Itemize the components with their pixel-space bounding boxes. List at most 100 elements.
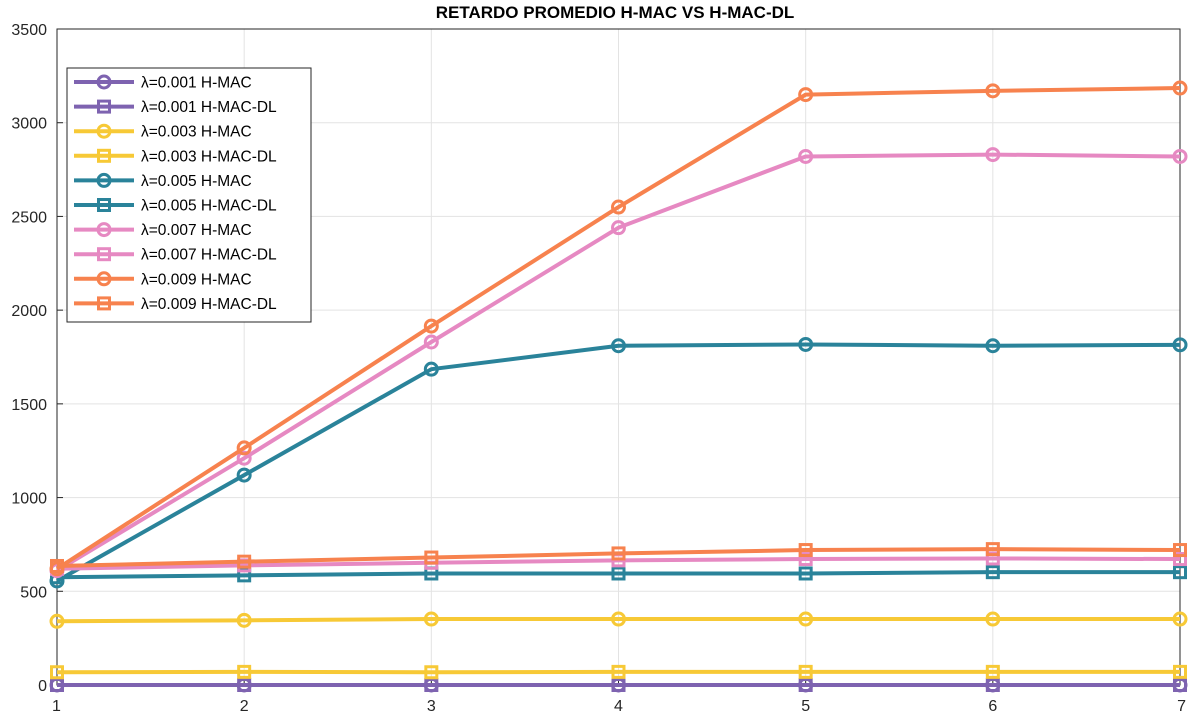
data-point xyxy=(985,664,1000,679)
data-point xyxy=(50,678,64,692)
x-tick-label: 7 xyxy=(1177,698,1186,715)
y-tick-label: 2000 xyxy=(11,303,47,320)
legend-marker xyxy=(97,198,111,212)
legend-marker xyxy=(97,148,111,163)
data-point xyxy=(611,678,626,692)
legend[interactable]: λ=0.001 H-MAC λ=0.001 H-MAC-DL λ=0.003 H-M… xyxy=(66,67,312,323)
data-point xyxy=(236,440,252,456)
y-tick-label: 3000 xyxy=(11,116,47,133)
data-point xyxy=(1172,611,1188,627)
data-point xyxy=(798,611,814,627)
data-point xyxy=(424,550,439,565)
data-point xyxy=(611,566,626,581)
data-point xyxy=(985,565,1000,580)
legend-marker xyxy=(97,247,111,262)
data-point xyxy=(798,87,814,103)
x-tick-label: 5 xyxy=(801,698,810,715)
legend-label: λ=0.003 H-MAC-DL xyxy=(141,148,277,165)
x-tick-label: 2 xyxy=(240,698,249,715)
y-axis: 0 500 1000 1500 2000 2500 3000 3500 xyxy=(11,22,63,695)
legend-label: λ=0.003 H-MAC xyxy=(141,124,252,141)
data-point xyxy=(1173,565,1187,580)
data-point xyxy=(237,554,252,569)
legend-item[interactable]: λ=0.005 H-MAC-DL xyxy=(74,198,277,215)
y-tick-label: 3500 xyxy=(11,22,47,39)
legend-marker xyxy=(97,296,111,311)
data-point xyxy=(423,334,439,350)
legend-marker xyxy=(96,123,112,139)
data-point xyxy=(985,338,1001,354)
data-point xyxy=(1173,678,1187,692)
legend-item[interactable]: λ=0.001 H-MAC-DL xyxy=(74,99,277,116)
data-point xyxy=(985,542,1000,557)
data-point xyxy=(49,613,65,629)
data-point xyxy=(236,450,252,466)
data-point xyxy=(985,147,1001,163)
legend-item[interactable]: λ=0.009 H-MAC-DL xyxy=(74,296,277,313)
legend-marker xyxy=(96,74,112,90)
data-point xyxy=(1173,552,1187,567)
legend-label: λ=0.001 H-MAC xyxy=(141,75,252,92)
data-point xyxy=(611,199,626,215)
data-point xyxy=(50,665,64,680)
x-tick-label: 4 xyxy=(614,698,623,715)
data-point xyxy=(798,336,814,352)
data-point xyxy=(1173,664,1187,679)
legend-item[interactable]: λ=0.007 H-MAC xyxy=(74,222,252,239)
data-point xyxy=(798,148,814,164)
legend-label: λ=0.001 H-MAC-DL xyxy=(141,99,277,116)
legend-item[interactable]: λ=0.003 H-MAC xyxy=(74,123,252,141)
data-point xyxy=(237,664,252,679)
legend-label: λ=0.009 H-MAC xyxy=(141,271,252,288)
series-4 xyxy=(50,664,1187,680)
legend-marker xyxy=(96,271,112,287)
legend-marker xyxy=(96,222,112,238)
y-tick-label: 500 xyxy=(20,584,47,601)
data-point xyxy=(611,611,626,627)
y-tick-label: 0 xyxy=(38,678,47,695)
data-point xyxy=(424,665,439,680)
chart-title: RETARDO PROMEDIO H-MAC VS H-MAC-DL xyxy=(436,3,795,22)
data-point xyxy=(237,678,252,692)
series-group xyxy=(49,80,1188,693)
legend-label: λ=0.007 H-MAC-DL xyxy=(141,247,277,264)
series-line xyxy=(56,617,1180,624)
data-point xyxy=(236,612,252,628)
data-point xyxy=(611,546,626,561)
legend-marker xyxy=(96,172,112,188)
series-line xyxy=(56,547,1181,568)
series-line xyxy=(55,152,1181,573)
data-point xyxy=(1172,337,1188,353)
y-tick-label: 1000 xyxy=(11,491,47,508)
data-point xyxy=(236,467,252,483)
legend-marker xyxy=(97,99,111,114)
data-point xyxy=(798,552,813,567)
series-3 xyxy=(49,611,1188,629)
series-line xyxy=(56,570,1180,580)
legend-label: λ=0.005 H-MAC-DL xyxy=(141,198,277,215)
legend-item[interactable]: λ=0.003 H-MAC-DL xyxy=(74,148,277,165)
series-6 xyxy=(50,565,1187,585)
legend-item[interactable]: λ=0.007 H-MAC-DL xyxy=(74,247,277,264)
data-point xyxy=(423,611,439,627)
data-point xyxy=(985,83,1001,99)
legend-item[interactable]: λ=0.009 H-MAC xyxy=(74,271,252,288)
legend-item[interactable]: λ=0.001 H-MAC xyxy=(74,74,252,92)
data-point xyxy=(611,338,626,354)
data-point xyxy=(985,611,1001,627)
series-10 xyxy=(50,542,1187,573)
data-point xyxy=(611,220,626,236)
x-tick-label: 6 xyxy=(988,698,997,715)
data-point xyxy=(611,664,626,679)
data-point xyxy=(798,678,813,692)
data-point xyxy=(1172,80,1188,96)
y-tick-label: 1500 xyxy=(11,397,47,414)
legend-label: λ=0.005 H-MAC xyxy=(141,173,252,190)
data-point xyxy=(985,678,1000,692)
data-point xyxy=(423,361,439,377)
legend-item[interactable]: λ=0.005 H-MAC xyxy=(74,172,252,190)
data-point xyxy=(424,678,439,692)
series-line xyxy=(56,342,1181,583)
x-tick-label: 3 xyxy=(427,698,436,715)
